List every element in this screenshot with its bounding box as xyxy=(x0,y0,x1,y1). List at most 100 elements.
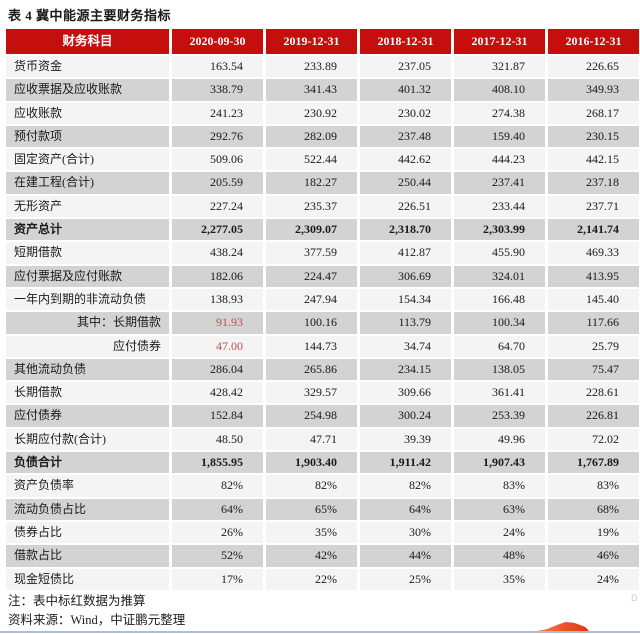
header-cell-date: 2017-12-31 xyxy=(454,29,545,54)
value-cell: 361.41 xyxy=(454,382,545,404)
value-cell: 65% xyxy=(266,498,357,520)
row-label: 债券占比 xyxy=(6,521,169,544)
value-cell: 282.09 xyxy=(266,125,357,148)
table-row: 一年内到期的非流动负债 138.93 247.94 154.34 166.48 145.4… xyxy=(6,288,639,311)
footnote-red-data: 注：表中标红数据为推算 xyxy=(8,594,146,608)
value-cell: 253.39 xyxy=(454,405,545,427)
value-cell: 42% xyxy=(266,545,357,567)
value-cell: 39.39 xyxy=(360,428,451,451)
value-cell: 2,141.74 xyxy=(548,219,639,241)
value-cell: 63% xyxy=(454,498,545,520)
value-cell: 444.23 xyxy=(454,149,545,171)
value-cell: 237.05 xyxy=(360,56,451,78)
row-label: 一年内到期的非流动负债 xyxy=(6,288,169,311)
value-cell: 2,303.99 xyxy=(454,219,545,241)
value-cell: 234.15 xyxy=(360,358,451,381)
value-cell: 25.79 xyxy=(548,335,639,357)
value-cell: 2,318.70 xyxy=(360,219,451,241)
value-cell: 48.50 xyxy=(172,428,263,451)
value-cell: 274.38 xyxy=(454,102,545,124)
value-cell: 1,907.43 xyxy=(454,452,545,474)
value-cell: 442.62 xyxy=(360,149,451,171)
value-cell: 227.24 xyxy=(172,195,263,218)
table-row: 短期借款 438.24 377.59 412.87 455.90 469.33 xyxy=(6,242,639,264)
value-cell: 438.24 xyxy=(172,242,263,264)
value-cell: 22% xyxy=(266,568,357,590)
row-label: 资产负债率 xyxy=(6,475,169,497)
value-cell: 233.89 xyxy=(266,56,357,78)
value-cell: 286.04 xyxy=(172,358,263,381)
value-cell: 341.43 xyxy=(266,79,357,101)
value-cell: 292.76 xyxy=(172,125,263,148)
value-cell: 338.79 xyxy=(172,79,263,101)
value-cell: 163.54 xyxy=(172,56,263,78)
value-cell: 46% xyxy=(548,545,639,567)
table-row: 其他流动负债 286.04 265.86 234.15 138.05 75.47 xyxy=(6,358,639,381)
value-cell: 408.10 xyxy=(454,79,545,101)
logo-swoosh-decoration xyxy=(537,622,589,631)
value-cell: 401.32 xyxy=(360,79,451,101)
value-cell: 349.93 xyxy=(548,79,639,101)
table-row: 应收账款 241.23 230.92 230.02 274.38 268.17 xyxy=(6,102,639,124)
table-row: 资产总计 2,277.05 2,309.07 2,318.70 2,303.99 2,14… xyxy=(6,219,639,241)
footnote-source: 资料来源：Wind，中证鹏元整理 xyxy=(8,613,186,627)
value-cell: 455.90 xyxy=(454,242,545,264)
value-cell: 2,277.05 xyxy=(172,219,263,241)
row-label: 应收账款 xyxy=(6,102,169,124)
header-cell-date: 2018-12-31 xyxy=(360,29,451,54)
value-cell: 321.87 xyxy=(454,56,545,78)
value-cell: 1,903.40 xyxy=(266,452,357,474)
value-cell: 226.51 xyxy=(360,195,451,218)
row-label: 流动负债占比 xyxy=(6,498,169,520)
value-cell: 91.93 xyxy=(172,312,263,334)
value-cell: 52% xyxy=(172,545,263,567)
table-header-row: 财务科目 2020-09-30 2019-12-31 2018-12-31 2017-1… xyxy=(6,29,639,54)
value-cell: 35% xyxy=(454,568,545,590)
row-label: 无形资产 xyxy=(6,195,169,218)
value-cell: 250.44 xyxy=(360,172,451,194)
value-cell: 24% xyxy=(454,521,545,544)
table-row: 固定资产(合计) 509.06 522.44 442.62 444.23 442.15 xyxy=(6,149,639,171)
value-cell: 377.59 xyxy=(266,242,357,264)
table-row: 现金短债比 17% 22% 25% 35% 24% xyxy=(6,568,639,590)
value-cell: 226.81 xyxy=(548,405,639,427)
value-cell: 24% xyxy=(548,568,639,590)
value-cell: 49.96 xyxy=(454,428,545,451)
table-row: 长期应付款(合计) 48.50 47.71 39.39 49.96 72.02 xyxy=(6,428,639,451)
value-cell: 1,855.95 xyxy=(172,452,263,474)
value-cell: 154.34 xyxy=(360,288,451,311)
table-row: 负债合计 1,855.95 1,903.40 1,911.42 1,907.43 1,76… xyxy=(6,452,639,474)
value-cell: 329.57 xyxy=(266,382,357,404)
value-cell: 428.42 xyxy=(172,382,263,404)
value-cell: 166.48 xyxy=(454,288,545,311)
watermark-artifact: D xyxy=(631,593,638,603)
value-cell: 226.65 xyxy=(548,56,639,78)
value-cell: 2,309.07 xyxy=(266,219,357,241)
value-cell: 145.40 xyxy=(548,288,639,311)
table-title: 表 4 冀中能源主要财务指标 xyxy=(8,8,172,23)
value-cell: 182.06 xyxy=(172,265,263,287)
footnotes: 注：表中标红数据为推算 资料来源：Wind，中证鹏元整理 xyxy=(8,593,185,631)
row-label: 负债合计 xyxy=(6,452,169,474)
value-cell: 82% xyxy=(360,475,451,497)
value-cell: 228.61 xyxy=(548,382,639,404)
row-label: 短期借款 xyxy=(6,242,169,264)
header-cell-date: 2019-12-31 xyxy=(266,29,357,54)
table-row: 无形资产 227.24 235.37 226.51 233.44 237.71 xyxy=(6,195,639,218)
table-row: 长期借款 428.42 329.57 309.66 361.41 228.61 xyxy=(6,382,639,404)
table-row: 资产负债率 82% 82% 82% 83% 83% xyxy=(6,475,639,497)
value-cell: 152.84 xyxy=(172,405,263,427)
bottom-border-line xyxy=(0,631,640,633)
value-cell: 230.92 xyxy=(266,102,357,124)
value-cell: 265.86 xyxy=(266,358,357,381)
table-row: 债券占比 26% 35% 30% 24% 19% xyxy=(6,521,639,544)
row-label: 其他流动负债 xyxy=(6,358,169,381)
value-cell: 413.95 xyxy=(548,265,639,287)
value-cell: 48% xyxy=(454,545,545,567)
value-cell: 72.02 xyxy=(548,428,639,451)
row-label: 借款占比 xyxy=(6,545,169,567)
value-cell: 83% xyxy=(548,475,639,497)
value-cell: 138.93 xyxy=(172,288,263,311)
row-label: 固定资产(合计) xyxy=(6,149,169,171)
header-cell-subject: 财务科目 xyxy=(6,29,169,54)
